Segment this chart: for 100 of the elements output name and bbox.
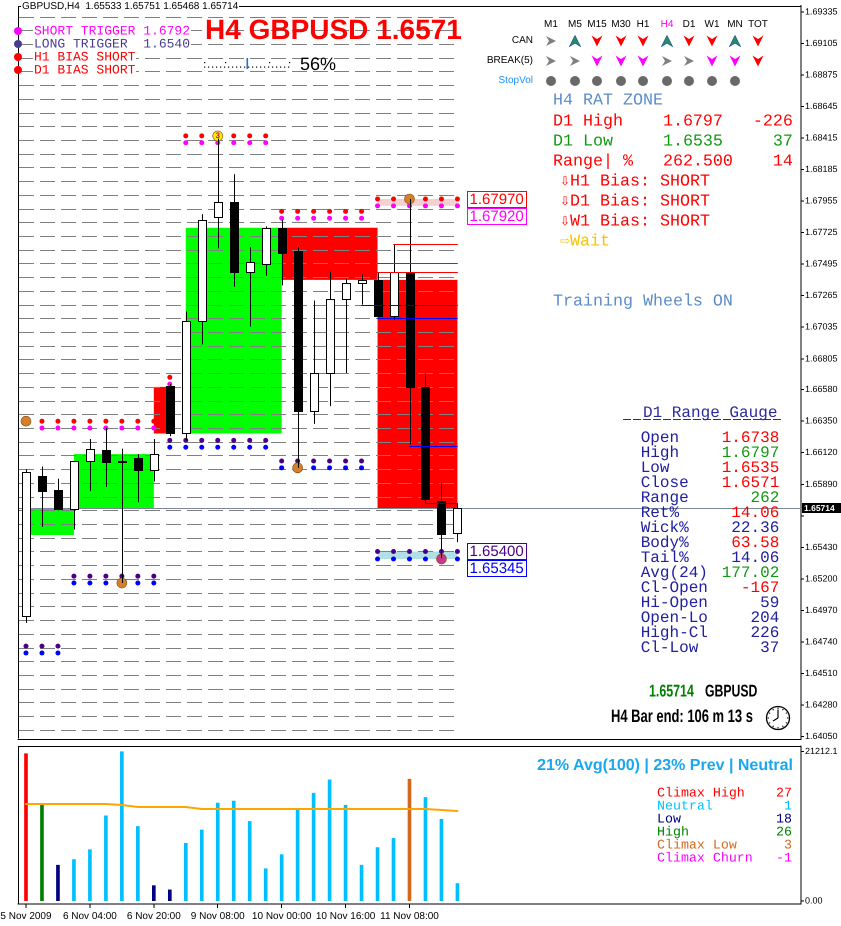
point [167, 444, 172, 450]
annotation: D1 [682, 19, 696, 30]
point [151, 580, 156, 586]
point [247, 438, 252, 443]
point [87, 418, 92, 424]
annotation: Training Wheels ON [553, 292, 733, 312]
y-tick-label: 1.67495 [805, 258, 838, 269]
point [20, 416, 32, 426]
point [55, 644, 60, 649]
bar [264, 868, 268, 902]
annotation: D1 Range Gauge [643, 404, 778, 422]
point [391, 203, 396, 208]
point [436, 554, 447, 564]
annotation: ⇩H1 Bias: SHORT [560, 172, 710, 192]
annotation: MN [727, 19, 743, 30]
y-tick-label: 1.66350 [805, 416, 838, 426]
point [71, 418, 76, 424]
annotation: TOT [748, 19, 768, 30]
point [183, 444, 188, 450]
point [391, 556, 396, 562]
annotation: ⇩W1 Bias: SHORT [560, 212, 710, 232]
point [55, 426, 60, 431]
line-series [24, 803, 458, 812]
bar [72, 859, 76, 902]
annotation: BREAK(5) [486, 55, 533, 66]
data-label: 1.65400 [470, 543, 524, 560]
bar [88, 849, 92, 902]
point [292, 462, 303, 474]
point [39, 426, 44, 431]
point [404, 194, 415, 204]
y-tick-label: 1.64510 [805, 668, 838, 678]
point [247, 444, 252, 450]
y-tick-label: 1.65430 [805, 542, 838, 552]
annotation: Climax Churn [657, 850, 753, 865]
point [454, 203, 460, 208]
annotation: D1 BIAS SHORT [33, 62, 136, 78]
point [311, 458, 316, 464]
y-tick-label: 1.69335 [805, 6, 838, 16]
candlestick [54, 478, 63, 511]
bar [424, 797, 428, 902]
candlestick [86, 438, 95, 492]
y-tick-label: 1.64970 [805, 604, 838, 615]
x-tick-label: 10 Nov 16:00 [316, 910, 376, 922]
annotation: 1.65714 [649, 682, 694, 700]
point [263, 140, 268, 146]
point [454, 196, 460, 202]
point [327, 208, 332, 214]
point [359, 208, 364, 214]
point [279, 465, 284, 470]
point [135, 580, 140, 586]
y-tick-label: 1.67265 [805, 290, 838, 300]
point [231, 438, 236, 443]
point [422, 203, 428, 208]
bar [408, 778, 412, 902]
y-tick-label: 1.66580 [805, 384, 838, 394]
bar [296, 809, 300, 902]
point [167, 438, 172, 443]
annotation: Neutral [657, 798, 713, 814]
point [327, 465, 332, 470]
point [215, 444, 220, 450]
bar [248, 821, 252, 902]
annotation: M1 [544, 19, 558, 30]
candlestick [134, 454, 143, 503]
point [279, 458, 284, 464]
y-tick-label: 1.68645 [805, 100, 838, 111]
bar [120, 751, 124, 902]
point [151, 426, 156, 431]
point [103, 574, 108, 579]
ref-line-label: 1.65714 [804, 502, 835, 513]
point [375, 196, 380, 202]
bar [40, 804, 44, 902]
data-label: 1.65345 [470, 560, 524, 578]
bar [184, 843, 188, 902]
y-tick-label: 21212.1 [805, 746, 838, 756]
annotation: D1 Low 1.6535 37 [553, 132, 793, 152]
y-tick-label: 1.66120 [805, 447, 838, 458]
annotation: 26 [776, 824, 792, 840]
annotation: Range| % 262.500 14 [553, 152, 793, 172]
point [71, 426, 76, 431]
point [231, 444, 236, 450]
y-tick-label: 1.66805 [805, 353, 838, 364]
point [87, 426, 92, 431]
point [55, 650, 60, 656]
point [438, 203, 444, 208]
y-tick-label: 1.64740 [805, 636, 838, 646]
point [55, 418, 60, 424]
point [311, 465, 316, 470]
y-tick-label: 1.68185 [805, 164, 838, 174]
annotation: M30 [611, 19, 631, 30]
y-tick-label: 1.65890 [805, 478, 838, 489]
annotation: M15 [587, 19, 607, 30]
bar [200, 830, 204, 902]
point [135, 426, 140, 431]
point [119, 426, 124, 431]
annotation: H4 Bar end: 106 m 13 s [611, 706, 753, 726]
point [359, 458, 364, 464]
point [199, 140, 204, 146]
bar [312, 792, 316, 902]
point [279, 208, 284, 214]
annotation: H1 BIAS SHORT [33, 50, 136, 64]
